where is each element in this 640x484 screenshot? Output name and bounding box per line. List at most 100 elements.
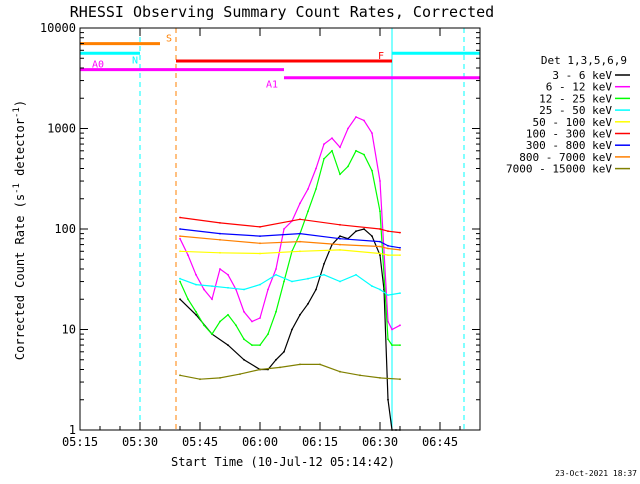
series-2-point-8 [243,338,245,341]
series-2-point-20 [339,173,341,176]
series-2-point-27 [391,344,393,346]
series-7-point-3 [299,240,301,243]
flag-label-a1-5: A1 [266,80,278,91]
footer-date: 23-Oct-2021 18:37 [555,469,637,478]
x-tick-label-4: 06:15 [302,435,338,449]
series-3-point-4 [243,288,245,291]
series-2-point-7 [235,324,237,327]
series-4-point-3 [299,250,301,253]
series-2-point-18 [323,157,325,160]
legend-label-7: 800 - 7000 keV [519,151,612,164]
series-2-point-13 [283,280,285,283]
flag-label-a0-4: A0 [92,60,104,71]
series-0-point-20 [379,254,381,256]
y-axis-label: Corrected Count Rate (s-1 detector-1) [12,100,27,360]
series-5-point-1 [219,222,221,224]
series-3-point-1 [195,283,197,286]
series-line-3 [179,274,401,296]
legend-title: Det 1,3,5,6,9 [541,54,627,67]
series-2-point-28 [399,344,401,346]
series-1-point-4 [211,298,213,301]
x-tick-label-2: 05:45 [182,435,218,449]
series-1-point-13 [283,228,285,230]
y-tick-label-3: 1000 [47,122,76,136]
series-0-point-7 [275,358,277,361]
series-6-point-0 [179,228,181,230]
series-2-point-1 [187,298,189,301]
series-2-point-10 [259,344,261,346]
series-2-point-2 [195,310,197,313]
series-4-point-1 [219,251,221,254]
legend-label-5: 100 - 300 keV [526,128,612,141]
series-1-point-26 [387,320,389,323]
series-2-point-5 [219,320,221,323]
series-3-point-10 [339,280,341,283]
series-1-point-3 [203,288,205,291]
y-tick-label-2: 100 [54,222,76,236]
series-2-point-16 [307,210,309,213]
series-2-point-22 [355,149,357,152]
series-4-point-4 [339,249,341,251]
series-0-point-19 [371,235,373,238]
series-0-point-9 [291,328,293,331]
series-8-point-8 [339,370,341,373]
series-3-point-15 [399,292,401,294]
flag-label-s-0: S [166,34,172,45]
series-6-point-4 [339,237,341,240]
series-line-7 [179,235,401,251]
series-5-point-0 [179,216,181,219]
series-8-point-5 [279,366,281,369]
y-axis-label-detector: detector [13,118,27,183]
x-tick-label-6: 06:45 [422,435,458,449]
series-6-point-6 [387,244,389,247]
series-0-point-10 [299,313,301,316]
series-8-point-9 [359,374,361,377]
series-line-6 [179,228,401,249]
series-0-point-11 [307,302,309,305]
y-axis-label-prefix: Corrected Count Rate (s [13,194,27,360]
series-0-point-1 [195,313,197,316]
series-8-point-3 [239,373,241,375]
series-8-point-10 [379,377,381,379]
series-8-point-1 [199,378,201,381]
x-tick-label-0: 05:15 [62,435,98,449]
series-0-point-3 [227,344,229,346]
y-tick-label-0: 1 [69,423,76,437]
y-tick-label-1: 10 [62,323,76,337]
series-0-point-22 [387,398,389,401]
series-3-point-11 [355,273,357,276]
legend-label-8: 7000 - 15000 keV [506,163,612,176]
y-axis-label-superscript-2: -1 [12,107,22,118]
series-2-point-17 [315,188,317,190]
series-3-point-14 [387,294,389,296]
series-6-point-5 [379,240,381,243]
x-tick-label-3: 06:00 [242,435,278,449]
series-2-point-26 [387,338,389,341]
series-2-point-6 [227,313,229,316]
series-8-point-2 [219,377,221,379]
series-1-point-21 [347,127,349,130]
series-1-point-20 [339,146,341,149]
series-8-point-7 [319,363,321,366]
series-7-point-6 [387,247,389,250]
series-4-point-5 [379,252,381,255]
legend-label-0: 3 - 6 keV [552,69,612,82]
series-8-point-4 [259,368,261,371]
series-1-point-24 [371,132,373,135]
legend-label-2: 12 - 25 keV [539,92,612,105]
series-line-4 [179,249,400,256]
series-1-point-25 [379,180,381,182]
series-7-point-0 [179,235,181,238]
series-3-point-8 [307,277,309,280]
series-line-5 [179,216,401,234]
series-1-point-28 [399,324,401,327]
x-axis-label: Start Time (10-Jul-12 05:14:42) [171,455,395,469]
series-1-point-15 [299,202,301,205]
series-line-8 [179,363,401,380]
series-2-point-3 [203,324,205,327]
series-6-point-3 [299,232,301,235]
series-4-point-0 [179,250,181,253]
series-1-point-6 [227,273,229,276]
